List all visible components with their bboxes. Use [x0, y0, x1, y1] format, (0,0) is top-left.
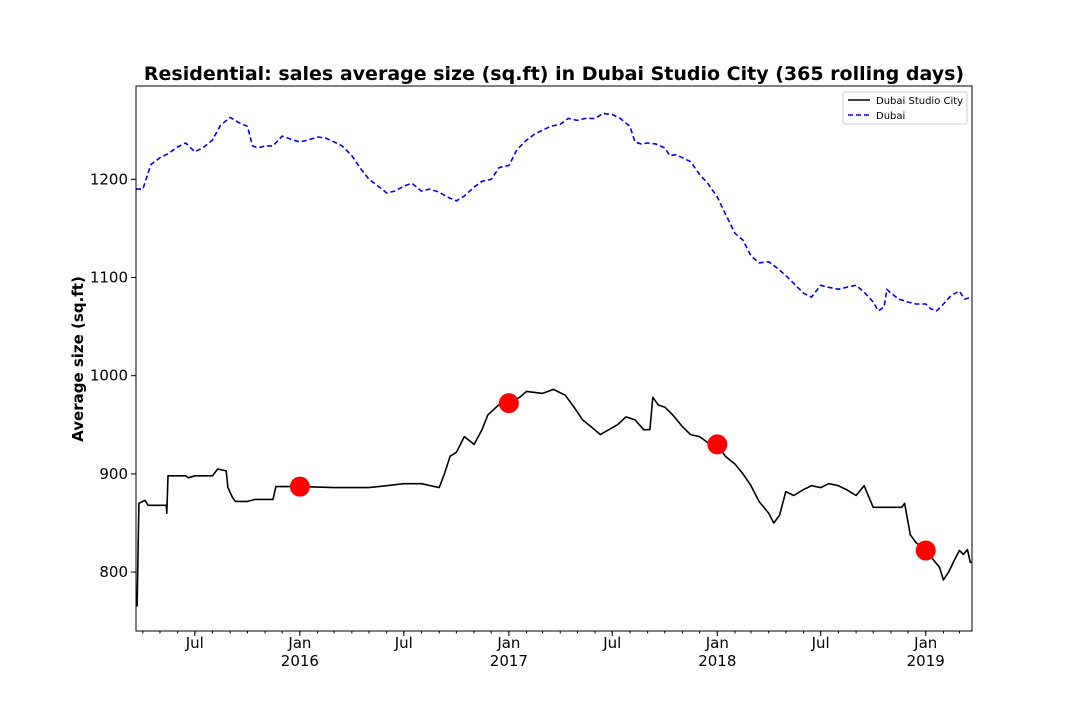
x-tick-year-label: 2016	[281, 652, 319, 670]
highlight-markers	[289, 393, 936, 561]
x-tick-label: Jul	[185, 634, 204, 652]
series-line-dubai-studio-city	[136, 388, 972, 607]
highlight-marker	[289, 476, 310, 497]
highlight-marker	[498, 393, 519, 414]
x-tick-year-label: 2019	[907, 652, 945, 670]
y-tick-label: 1100	[90, 268, 128, 286]
highlight-marker	[707, 434, 728, 455]
x-tick-label: Jan	[705, 634, 729, 652]
highlight-marker	[915, 540, 936, 561]
y-axis-label: Average size (sq.ft)	[69, 276, 87, 442]
y-tick-label: 1200	[90, 170, 128, 188]
plot-frame	[135, 85, 973, 632]
y-axis: 800 900 1000 1100 1200	[90, 170, 136, 581]
legend-label-dubai-studio-city: Dubai Studio City	[876, 96, 963, 107]
plot-area	[136, 112, 973, 607]
legend: Dubai Studio City Dubai	[842, 91, 968, 125]
x-tick-label: Jan	[496, 634, 520, 652]
x-tick-label: Jan	[287, 634, 311, 652]
x-tick-label: Jan	[913, 634, 937, 652]
legend-box	[842, 91, 968, 125]
x-tick-year-label: 2018	[698, 652, 736, 670]
x-tick-label: Jul	[394, 634, 413, 652]
y-tick-label: 1000	[90, 367, 128, 385]
chart-title: Residential: sales average size (sq.ft) …	[144, 63, 964, 85]
y-tick-label: 900	[99, 465, 128, 483]
x-tick-year-label: 2017	[490, 652, 528, 670]
series-line-dubai	[136, 112, 973, 312]
x-tick-label: Jul	[811, 634, 830, 652]
y-tick-label: 800	[99, 563, 128, 581]
x-tick-label: Jul	[602, 634, 621, 652]
legend-label-dubai: Dubai	[876, 111, 905, 122]
